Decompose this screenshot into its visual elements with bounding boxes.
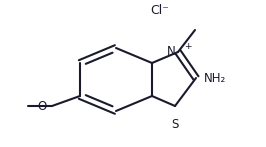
- Text: N: N: [167, 45, 176, 57]
- Text: +: +: [184, 41, 192, 51]
- Text: Cl⁻: Cl⁻: [150, 4, 169, 17]
- Text: S: S: [171, 118, 179, 131]
- Text: O: O: [38, 100, 47, 112]
- Text: NH₂: NH₂: [204, 71, 226, 85]
